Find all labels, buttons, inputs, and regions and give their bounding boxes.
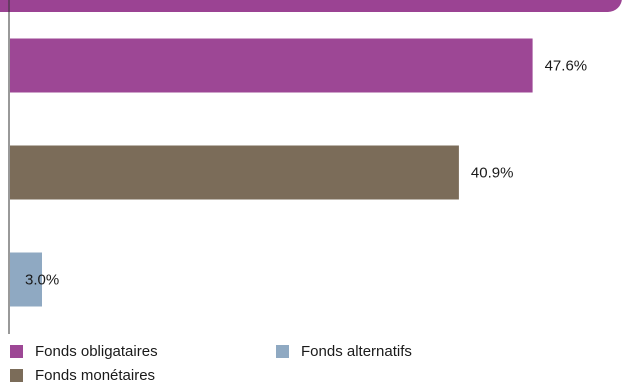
- legend-label-fonds-monetaires: Fonds monétaires: [35, 367, 155, 383]
- bar-chart: 47.6% 40.9% 3.0%: [0, 0, 622, 340]
- legend-item-fonds-obligataires: Fonds obligataires: [10, 343, 158, 360]
- legend-label-fonds-alternatifs: Fonds alternatifs: [301, 343, 412, 360]
- legend-item-fonds-monetaires: Fonds monétaires: [10, 367, 155, 383]
- legend-label-fonds-obligataires: Fonds obligataires: [35, 343, 158, 360]
- value-label-fonds-obligataires: 47.6%: [545, 58, 588, 75]
- value-label-fonds-alternatifs: 3.0%: [25, 272, 59, 289]
- legend: Fonds obligataires Fonds alternatifs Fon…: [10, 343, 610, 383]
- legend-swatch-fonds-alternatifs: [276, 345, 289, 358]
- legend-item-fonds-alternatifs: Fonds alternatifs: [276, 343, 412, 360]
- legend-swatch-fonds-obligataires: [10, 345, 23, 358]
- bar-fonds-monetaires: [10, 146, 459, 200]
- bar-fonds-obligataires: [10, 39, 533, 93]
- value-label-fonds-monetaires: 40.9%: [471, 165, 514, 182]
- legend-swatch-fonds-monetaires: [10, 369, 23, 382]
